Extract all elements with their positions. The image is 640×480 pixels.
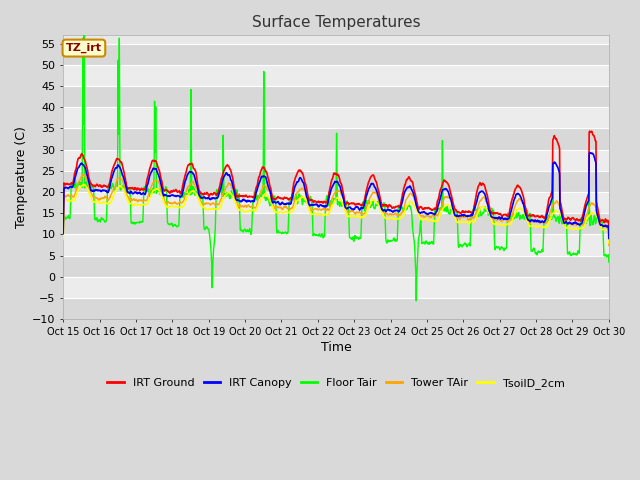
Bar [63, 108, 609, 129]
Bar [63, 129, 609, 150]
Bar [63, 298, 609, 319]
Bar [63, 65, 609, 86]
Bar [63, 44, 609, 65]
Bar [63, 234, 609, 255]
Bar [63, 86, 609, 108]
Bar [63, 213, 609, 234]
Bar [63, 171, 609, 192]
Bar [63, 276, 609, 298]
Text: TZ_irt: TZ_irt [66, 43, 102, 53]
Bar [63, 255, 609, 276]
Y-axis label: Temperature (C): Temperature (C) [15, 126, 28, 228]
X-axis label: Time: Time [321, 341, 351, 354]
Bar [63, 192, 609, 213]
Bar [63, 150, 609, 171]
Legend: IRT Ground, IRT Canopy, Floor Tair, Tower TAir, TsoilD_2cm: IRT Ground, IRT Canopy, Floor Tair, Towe… [103, 373, 569, 393]
Title: Surface Temperatures: Surface Temperatures [252, 15, 420, 30]
